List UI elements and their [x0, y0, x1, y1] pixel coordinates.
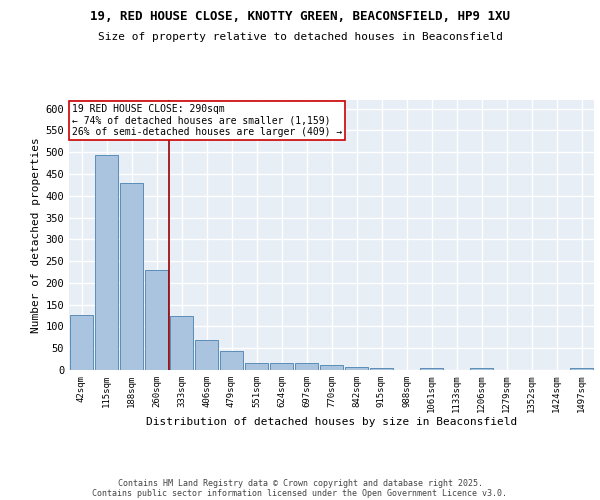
- Text: Contains public sector information licensed under the Open Government Licence v3: Contains public sector information licen…: [92, 490, 508, 498]
- X-axis label: Distribution of detached houses by size in Beaconsfield: Distribution of detached houses by size …: [146, 416, 517, 426]
- Bar: [119, 182, 143, 370]
- Bar: [245, 363, 268, 370]
- Bar: [370, 368, 394, 370]
- Text: Contains HM Land Registry data © Crown copyright and database right 2025.: Contains HM Land Registry data © Crown c…: [118, 478, 482, 488]
- Y-axis label: Number of detached properties: Number of detached properties: [31, 137, 41, 333]
- Bar: [194, 340, 218, 370]
- Bar: [419, 368, 443, 370]
- Bar: [295, 364, 319, 370]
- Bar: [569, 368, 593, 370]
- Bar: [95, 156, 118, 370]
- Bar: [470, 368, 493, 370]
- Bar: [70, 314, 94, 370]
- Text: 19 RED HOUSE CLOSE: 290sqm
← 74% of detached houses are smaller (1,159)
26% of s: 19 RED HOUSE CLOSE: 290sqm ← 74% of deta…: [71, 104, 342, 137]
- Bar: [344, 368, 368, 370]
- Bar: [145, 270, 169, 370]
- Bar: [320, 365, 343, 370]
- Bar: [170, 316, 193, 370]
- Bar: [269, 363, 293, 370]
- Text: 19, RED HOUSE CLOSE, KNOTTY GREEN, BEACONSFIELD, HP9 1XU: 19, RED HOUSE CLOSE, KNOTTY GREEN, BEACO…: [90, 10, 510, 23]
- Text: Size of property relative to detached houses in Beaconsfield: Size of property relative to detached ho…: [97, 32, 503, 42]
- Bar: [220, 351, 244, 370]
